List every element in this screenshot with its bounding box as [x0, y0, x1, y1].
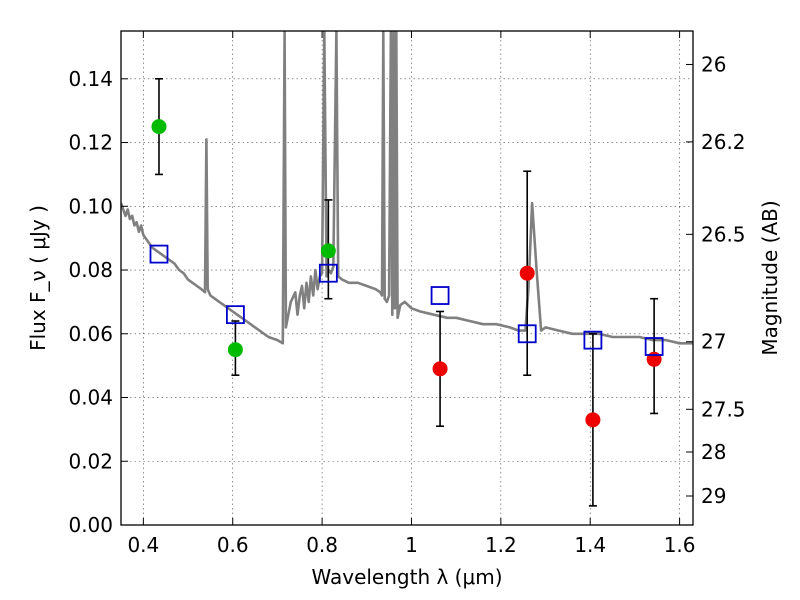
photometry-point: [320, 243, 336, 259]
x-tick-label: 1.2: [485, 533, 517, 557]
x-tick-label: 1.4: [574, 533, 606, 557]
plot-area: [121, 31, 693, 525]
model-flux-square: [644, 337, 664, 356]
right-tick-label: 27.5: [701, 397, 746, 421]
right-tick-label: 26.2: [701, 130, 746, 154]
y-axis-label-right: Magnitude (AB): [758, 200, 782, 355]
x-tick-label: 1: [405, 533, 418, 557]
x-axis-label: Wavelength λ (μm): [311, 565, 502, 589]
model-flux-square: [430, 286, 450, 305]
x-tick-label: 0.8: [306, 533, 338, 557]
y-tick-label: 0.00: [68, 513, 113, 537]
right-tick-label: 26.5: [701, 222, 746, 246]
y-tick-label: 0.04: [68, 386, 113, 410]
right-tick-label: 29: [701, 484, 726, 508]
y-tick-label: 0.02: [68, 449, 113, 473]
photometry-point: [519, 265, 535, 281]
y-axis-label-left: Flux F_ν ( μJy ): [26, 205, 50, 351]
model-flux-square: [318, 263, 338, 283]
photometry-point: [227, 342, 243, 358]
x-tick-label: 1.6: [664, 533, 696, 557]
plot-frame: [120, 30, 694, 526]
ticks: 0.4 0.6 0.8 1 1.2 1.4 1.6 0.00 0.02 0.04 0.06 0.08 0…: [68, 31, 746, 557]
x-tick-label: 0.6: [217, 533, 249, 557]
model-flux-square: [225, 305, 245, 325]
right-tick-label: 26: [701, 52, 726, 76]
y-tick-label: 0.06: [68, 322, 113, 346]
y-tick-label: 0.08: [68, 258, 113, 282]
y-tick-label: 0.10: [68, 194, 113, 218]
photometry-point: [151, 119, 167, 135]
photometry-point: [432, 361, 448, 377]
data-layer: [121, 31, 693, 345]
x-tick-label: 0.4: [127, 533, 159, 557]
photometry-point: [585, 412, 601, 428]
markers: [149, 119, 664, 428]
y-tick-label: 0.14: [68, 67, 113, 91]
model-flux-square: [583, 330, 603, 350]
y-tick-label: 0.12: [68, 131, 113, 155]
right-tick-label: 28: [701, 440, 726, 464]
right-tick-label: 27: [701, 330, 726, 354]
model-flux-square: [517, 324, 537, 344]
model-flux-square: [149, 244, 169, 264]
model-spectrum-line: [121, 31, 693, 345]
photometry-point: [646, 351, 662, 367]
